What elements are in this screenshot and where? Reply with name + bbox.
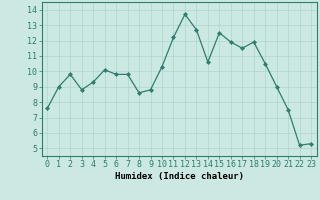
X-axis label: Humidex (Indice chaleur): Humidex (Indice chaleur): [115, 172, 244, 181]
